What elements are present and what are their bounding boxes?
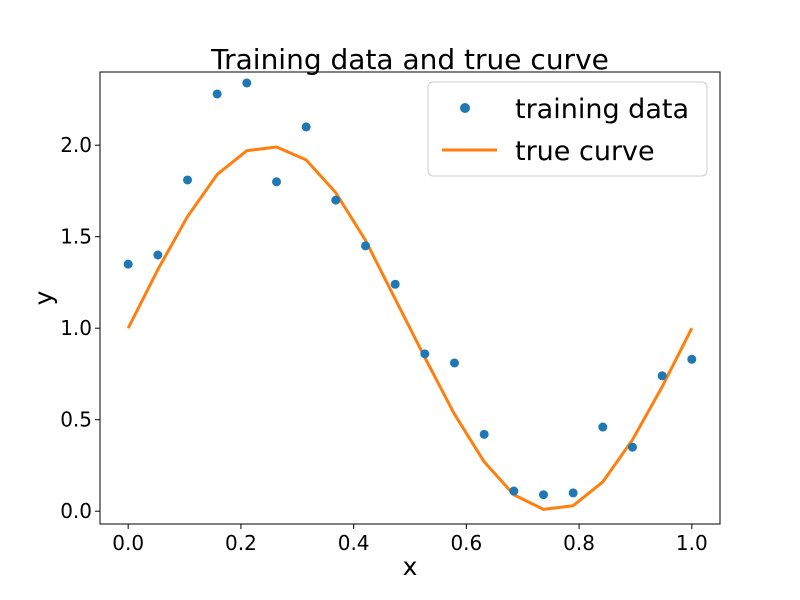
data-point	[123, 259, 133, 269]
y-axis-ticks: 0.0 0.5 1.0 1.5 2.0	[60, 133, 100, 523]
data-point	[390, 279, 400, 289]
data-point	[657, 371, 667, 381]
data-point	[212, 89, 222, 99]
y-tick-label: 0.5	[60, 408, 92, 432]
x-tick-label: 1.0	[676, 531, 708, 555]
legend: training data true curve	[427, 81, 708, 177]
x-axis-label: x	[403, 552, 418, 581]
data-point	[183, 175, 193, 185]
x-tick-label: 0.6	[450, 531, 482, 555]
x-tick-label: 0.4	[338, 531, 370, 555]
y-tick-label: 1.5	[60, 225, 92, 249]
data-point	[538, 490, 548, 500]
data-point	[420, 349, 430, 359]
x-tick-label: 0.0	[112, 531, 144, 555]
legend-label-training-data: training data	[515, 94, 689, 125]
data-point	[331, 195, 341, 205]
data-point	[242, 78, 252, 88]
chart-title: Training data and true curve	[210, 43, 609, 76]
data-point	[687, 354, 697, 364]
y-tick-label: 2.0	[60, 133, 92, 157]
y-axis-label: y	[29, 290, 58, 305]
data-point	[479, 429, 489, 439]
x-tick-label: 0.8	[563, 531, 595, 555]
plot-frame	[99, 71, 721, 525]
data-point	[568, 488, 578, 498]
data-point	[449, 358, 459, 368]
data-point	[301, 122, 311, 132]
data-point	[598, 422, 608, 432]
legend-marker-training-data	[460, 103, 470, 113]
data-point	[153, 250, 163, 260]
y-tick-label: 0.0	[60, 499, 92, 523]
data-point	[627, 442, 637, 452]
y-tick-label: 1.0	[60, 316, 92, 340]
legend-label-true-curve: true curve	[515, 136, 655, 167]
data-point	[272, 177, 282, 187]
plot-area	[123, 78, 697, 511]
x-tick-label: 0.2	[225, 531, 257, 555]
x-axis-ticks: 0.0 0.2 0.4 0.6 0.8 1.0	[112, 524, 708, 555]
data-point	[361, 241, 371, 251]
data-point	[509, 486, 519, 496]
legend-box	[427, 81, 708, 177]
series-line-true-curve	[126, 145, 694, 511]
